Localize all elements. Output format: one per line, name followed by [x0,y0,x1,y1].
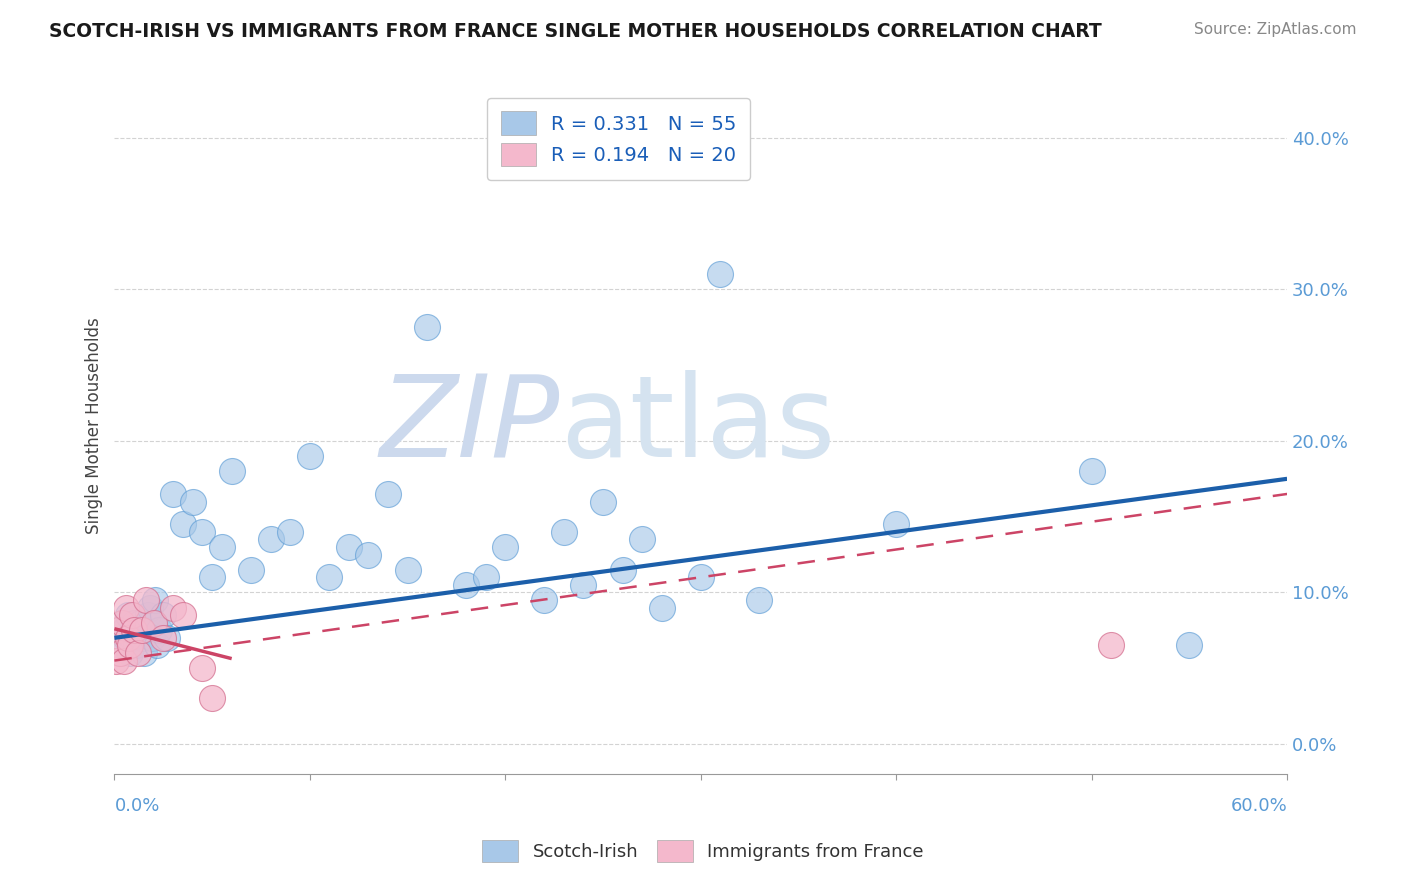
Point [592,494,614,508]
Point [278,524,301,539]
Point [337,540,360,554]
Point [135,593,157,607]
Point [142,615,165,630]
Point [107,624,129,638]
Point [572,578,595,592]
Point [121,631,143,645]
Point [127,646,149,660]
Point [201,570,224,584]
Point [181,494,204,508]
Point [152,631,174,645]
Y-axis label: Single Mother Households: Single Mother Households [86,318,103,534]
Point [112,654,135,668]
Point [131,631,153,645]
Point [709,268,731,282]
Point [377,487,399,501]
Point [145,593,167,607]
Point [1080,464,1102,478]
Point [122,615,145,630]
Point [146,639,169,653]
Point [260,533,283,547]
Point [396,563,419,577]
Point [211,540,233,554]
Point [748,593,770,607]
Point [240,563,263,577]
Point [1099,639,1122,653]
Point [128,615,150,630]
Point [162,487,184,501]
Point [612,563,634,577]
Point [142,615,165,630]
Point [651,600,673,615]
Point [111,615,134,630]
Text: atlas: atlas [560,370,835,482]
Point [115,631,138,645]
Point [152,608,174,623]
Point [456,578,478,592]
Point [131,624,153,638]
Point [110,639,132,653]
Point [135,624,157,638]
Point [132,646,155,660]
Point [156,631,179,645]
Text: ZIP: ZIP [380,370,560,482]
Text: 0.0%: 0.0% [114,797,160,815]
Point [416,320,439,334]
Point [172,517,194,532]
Point [136,608,159,623]
Point [298,449,321,463]
Point [127,624,149,638]
Point [689,570,711,584]
Point [221,464,243,478]
Point [172,608,194,623]
Point [148,624,170,638]
Point [118,639,141,653]
Text: Source: ZipAtlas.com: Source: ZipAtlas.com [1194,22,1357,37]
Point [125,639,148,653]
Point [884,517,907,532]
Point [162,600,184,615]
Point [553,524,575,539]
Point [631,533,654,547]
Point [115,600,138,615]
Point [117,631,139,645]
Point [112,624,135,638]
Point [191,661,214,675]
Point [141,631,163,645]
Point [110,646,132,660]
Point [138,600,160,615]
Legend: Scotch-Irish, Immigrants from France: Scotch-Irish, Immigrants from France [475,833,931,870]
Point [105,654,128,668]
Point [118,646,141,660]
Point [533,593,555,607]
Point [121,608,143,623]
Text: SCOTCH-IRISH VS IMMIGRANTS FROM FRANCE SINGLE MOTHER HOUSEHOLDS CORRELATION CHAR: SCOTCH-IRISH VS IMMIGRANTS FROM FRANCE S… [49,22,1102,41]
Point [1178,639,1201,653]
Point [318,570,340,584]
Point [201,691,224,706]
Text: 60.0%: 60.0% [1230,797,1286,815]
Point [494,540,516,554]
Point [122,624,145,638]
Point [191,524,214,539]
Point [474,570,496,584]
Point [357,548,380,562]
Point [117,608,139,623]
Legend: R = 0.331   N = 55, R = 0.194   N = 20: R = 0.331 N = 55, R = 0.194 N = 20 [486,97,751,180]
